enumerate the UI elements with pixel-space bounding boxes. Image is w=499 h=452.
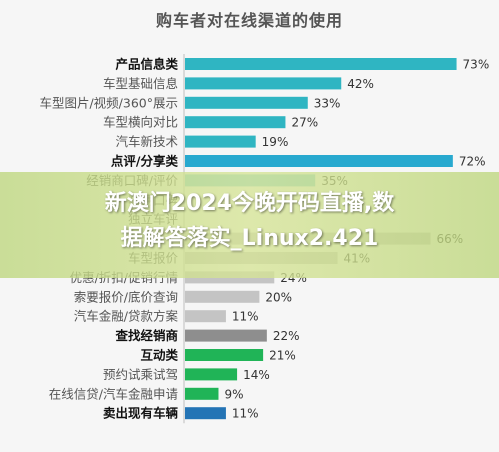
value-label: 22% [273, 329, 300, 343]
category-label: 点评/分享类 [111, 154, 179, 169]
bar [185, 116, 286, 129]
category-label: 互动类 [140, 348, 178, 363]
watermark-line-1: 新澳门2024今晚开码直播,数 [104, 191, 395, 216]
category-label: 汽车金融/贷款方案 [74, 309, 179, 324]
bar [185, 96, 308, 109]
chart-title: 购车者对在线渠道的使用 [155, 11, 343, 30]
bar [185, 290, 260, 303]
category-label: 车型基础信息 [103, 76, 178, 91]
bar [185, 329, 267, 342]
value-label: 9% [224, 387, 243, 401]
bar [185, 77, 342, 90]
value-label: 33% [314, 96, 341, 110]
watermark-text: 新澳门2024今晚开码直播,数 据解答落实_Linux2.421 [0, 186, 499, 256]
bar [185, 310, 226, 323]
category-label: 索要报价/底价查询 [74, 289, 178, 304]
bar [185, 387, 219, 400]
bar [185, 155, 453, 167]
bar [185, 349, 264, 361]
value-label: 42% [347, 77, 374, 91]
bar [185, 368, 238, 381]
value-label: 19% [262, 135, 289, 149]
value-label: 11% [232, 310, 259, 324]
category-label: 查找经销商 [114, 328, 178, 343]
bar [185, 135, 256, 148]
category-label: 产品信息类 [115, 57, 178, 72]
category-label: 车型图片/视频/360°展示 [39, 95, 178, 110]
watermark-line-2: 据解答落实_Linux2.421 [120, 226, 379, 251]
value-label: 14% [243, 368, 270, 382]
category-label: 预约试乘试驾 [103, 367, 178, 382]
bar [185, 58, 457, 70]
value-label: 27% [291, 116, 318, 130]
value-label: 73% [463, 58, 490, 72]
value-label: 11% [232, 407, 259, 421]
category-label: 在线信贷/汽车金融申请 [49, 386, 178, 401]
category-label: 汽车新技术 [115, 134, 178, 149]
watermark-band [0, 172, 499, 278]
value-label: 20% [265, 290, 292, 304]
category-label: 卖出现有车辆 [103, 406, 179, 421]
value-label: 72% [459, 155, 486, 169]
value-label: 21% [269, 349, 296, 363]
category-label: 车型横向对比 [103, 115, 178, 130]
bar [185, 407, 226, 420]
